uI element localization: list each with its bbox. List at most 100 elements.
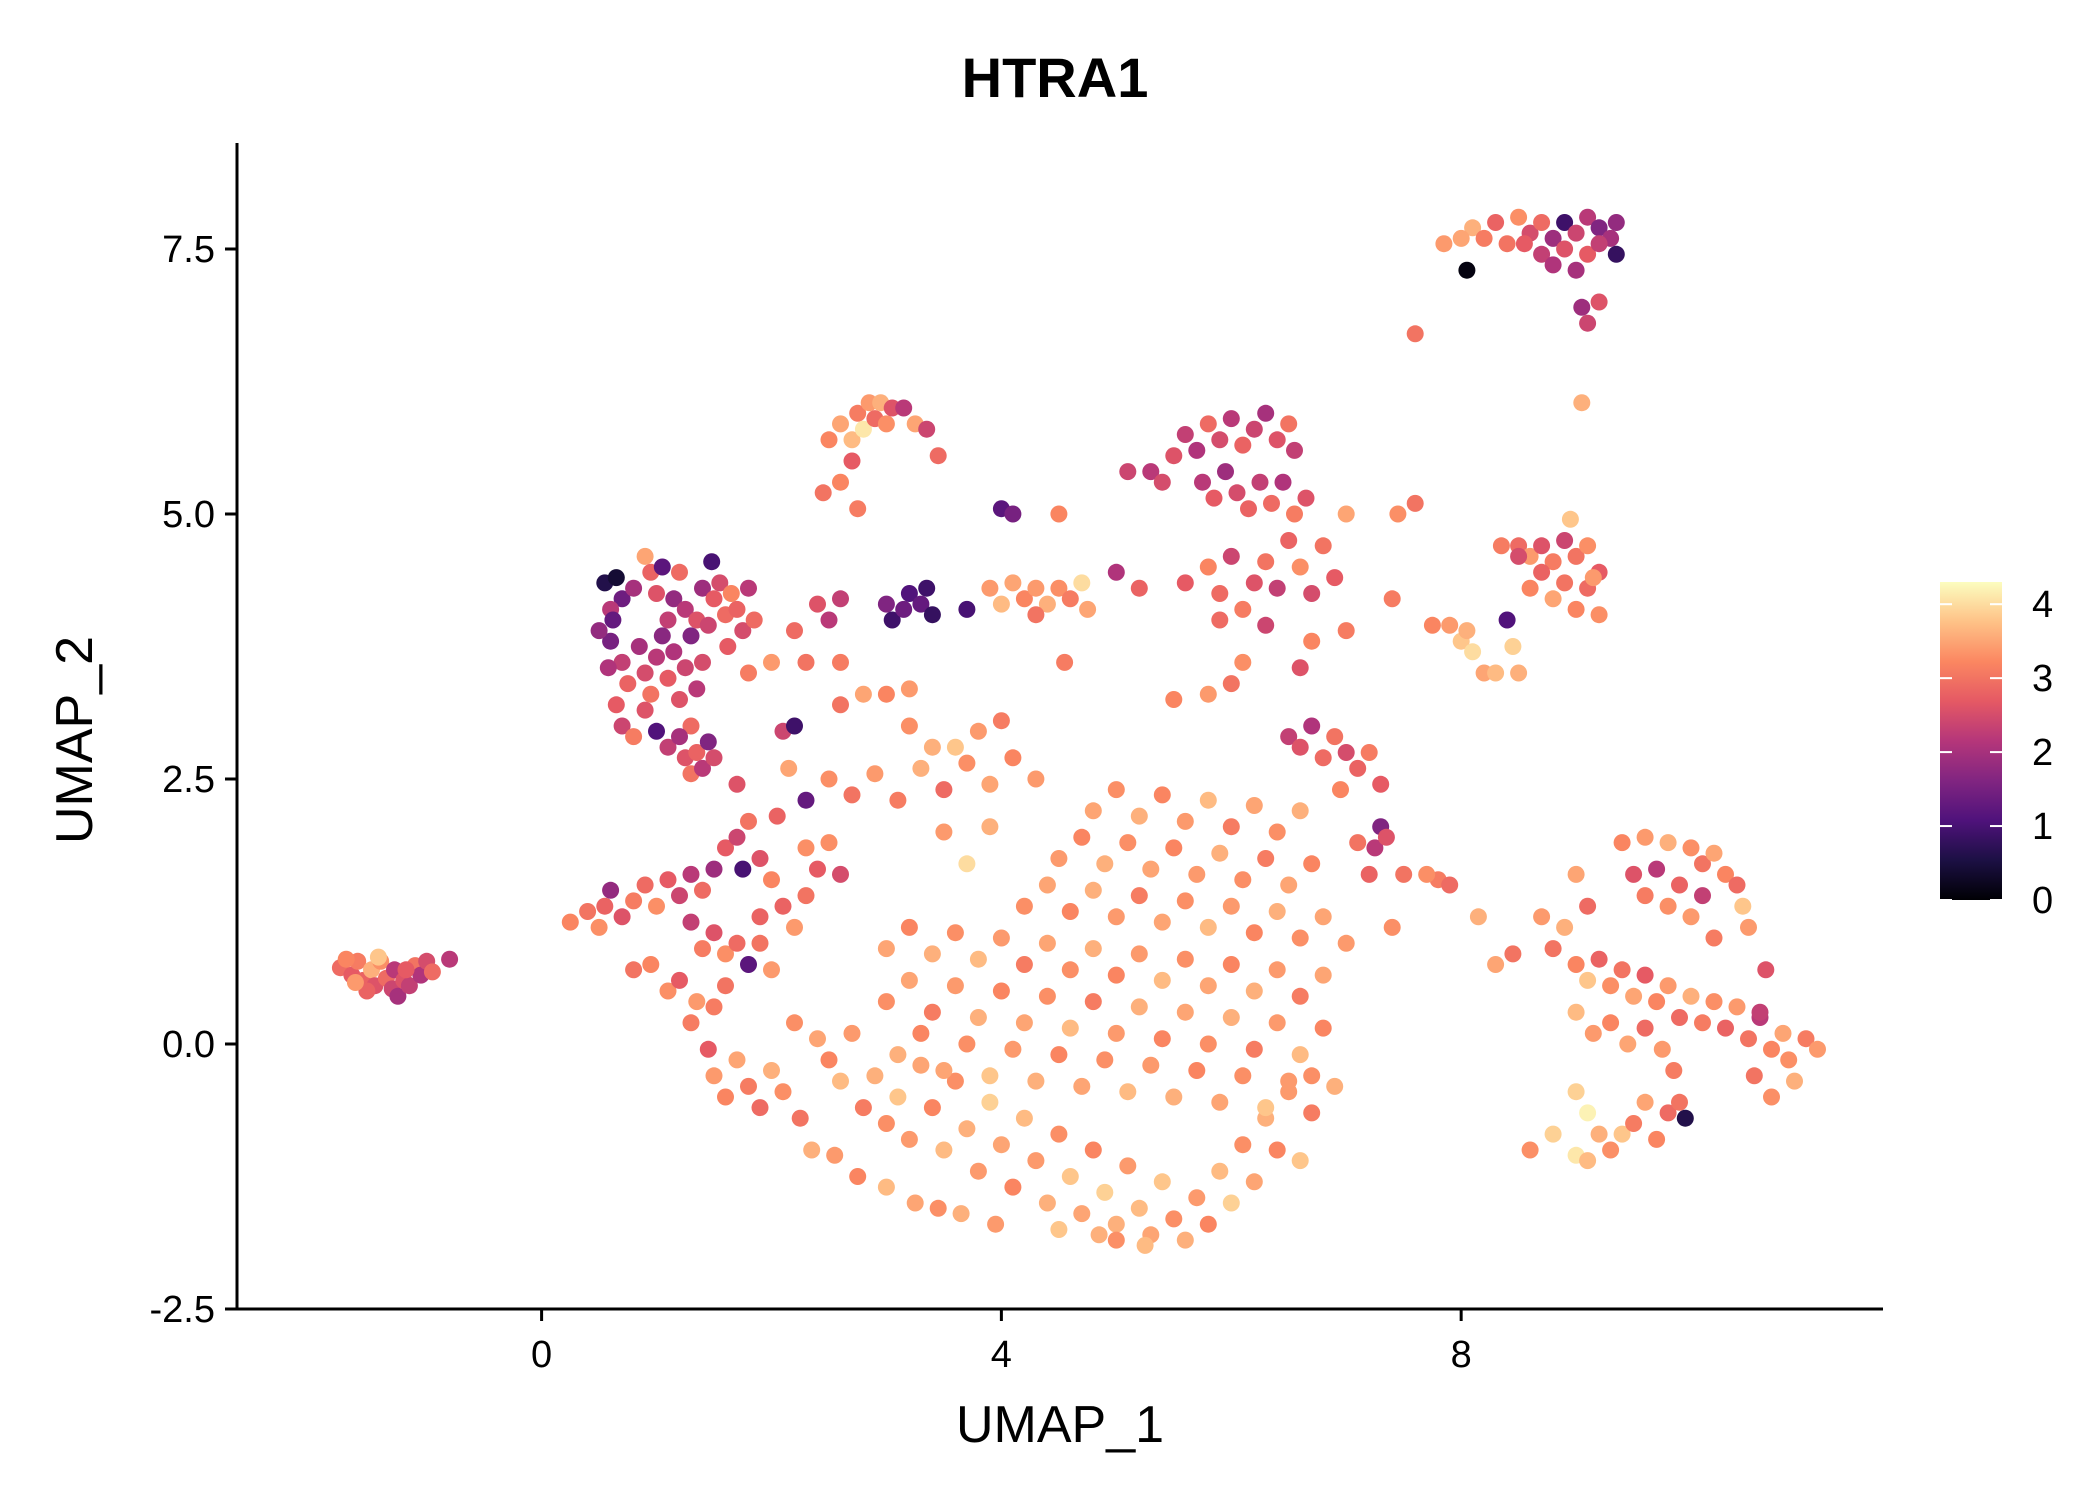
x-ticks: 0 4 8 bbox=[531, 1309, 1472, 1376]
data-point bbox=[1153, 786, 1171, 804]
data-point bbox=[1377, 828, 1395, 846]
data-point bbox=[1492, 537, 1510, 555]
data-point bbox=[912, 1056, 930, 1074]
data-point bbox=[1682, 987, 1700, 1005]
data-point bbox=[1234, 1067, 1252, 1085]
data-point bbox=[958, 1035, 976, 1053]
data-point bbox=[1004, 505, 1022, 523]
data-point bbox=[1648, 860, 1666, 878]
colorbar-tick-label: 2 bbox=[2032, 732, 2053, 774]
data-point bbox=[1584, 569, 1602, 587]
data-point bbox=[653, 558, 671, 576]
data-point bbox=[1659, 977, 1677, 995]
data-point bbox=[1337, 505, 1355, 523]
data-point bbox=[1337, 622, 1355, 640]
data-point bbox=[1245, 924, 1263, 942]
data-point bbox=[1107, 781, 1125, 799]
data-point bbox=[751, 934, 769, 952]
data-point bbox=[912, 1024, 930, 1042]
data-point bbox=[1383, 918, 1401, 936]
data-point bbox=[889, 1088, 907, 1106]
data-point bbox=[1291, 802, 1309, 820]
data-point bbox=[981, 1067, 999, 1085]
data-point bbox=[1579, 314, 1597, 332]
data-point bbox=[1423, 616, 1441, 634]
data-point bbox=[981, 579, 999, 597]
data-point bbox=[981, 775, 999, 793]
data-point bbox=[1038, 876, 1056, 894]
data-point bbox=[1257, 850, 1275, 867]
data-point bbox=[1590, 1125, 1608, 1143]
data-point bbox=[786, 717, 803, 735]
data-point bbox=[1544, 940, 1562, 958]
data-point bbox=[1153, 473, 1171, 491]
data-point bbox=[1004, 574, 1022, 592]
data-point bbox=[671, 971, 688, 989]
data-point bbox=[1211, 844, 1229, 862]
data-point bbox=[946, 977, 964, 995]
data-point bbox=[625, 579, 643, 597]
data-point bbox=[1544, 256, 1562, 274]
data-point bbox=[1303, 1104, 1321, 1122]
data-point bbox=[1153, 913, 1171, 931]
data-point bbox=[1556, 532, 1574, 549]
data-point bbox=[1050, 1046, 1068, 1064]
data-point bbox=[820, 431, 838, 449]
data-point bbox=[1504, 945, 1522, 963]
data-point bbox=[1452, 229, 1470, 247]
data-point bbox=[1544, 553, 1562, 571]
data-point bbox=[1740, 1030, 1757, 1048]
data-point bbox=[682, 1014, 700, 1032]
data-point bbox=[1728, 998, 1746, 1016]
data-point bbox=[958, 855, 976, 873]
data-point bbox=[1142, 463, 1160, 481]
data-point bbox=[642, 956, 660, 973]
data-point bbox=[740, 579, 757, 597]
data-point bbox=[1590, 235, 1608, 253]
colorbar-tick-label: 1 bbox=[2032, 806, 2053, 848]
data-point bbox=[1590, 950, 1608, 968]
data-point bbox=[1257, 553, 1275, 571]
data-point bbox=[751, 908, 769, 926]
data-point bbox=[636, 701, 654, 719]
data-point bbox=[699, 1040, 717, 1058]
data-point bbox=[935, 781, 953, 799]
data-point bbox=[832, 1072, 849, 1090]
data-point bbox=[1061, 903, 1079, 920]
data-point bbox=[923, 945, 941, 963]
data-point bbox=[1211, 585, 1229, 602]
data-point bbox=[1061, 961, 1079, 979]
data-point bbox=[688, 680, 706, 698]
y-ticks: -2.5 0.0 2.5 5.0 7.5 bbox=[150, 229, 237, 1331]
data-point bbox=[946, 738, 964, 756]
data-point bbox=[607, 569, 625, 587]
data-point bbox=[1653, 1040, 1671, 1058]
data-point bbox=[1406, 494, 1424, 512]
data-point bbox=[717, 839, 734, 857]
data-point bbox=[1211, 1162, 1229, 1180]
data-point bbox=[1332, 781, 1349, 799]
data-point bbox=[1441, 876, 1459, 894]
data-point bbox=[1015, 956, 1033, 973]
data-point bbox=[717, 945, 734, 963]
data-point bbox=[1291, 987, 1309, 1005]
data-point bbox=[992, 1136, 1010, 1154]
data-point bbox=[969, 1009, 987, 1026]
data-point bbox=[1579, 245, 1597, 263]
data-point bbox=[1222, 1009, 1240, 1026]
data-point bbox=[740, 664, 757, 682]
data-point bbox=[1648, 993, 1666, 1011]
data-point bbox=[745, 611, 763, 629]
data-point bbox=[1061, 1019, 1079, 1037]
data-point bbox=[1763, 1040, 1780, 1058]
data-point bbox=[659, 611, 677, 629]
data-point bbox=[1027, 1152, 1045, 1170]
data-point bbox=[912, 759, 930, 777]
data-point bbox=[1199, 918, 1217, 936]
data-point bbox=[337, 950, 355, 968]
data-point bbox=[1245, 574, 1263, 592]
data-point bbox=[1326, 1077, 1344, 1095]
data-point bbox=[1107, 1231, 1125, 1249]
data-point bbox=[389, 987, 407, 1005]
